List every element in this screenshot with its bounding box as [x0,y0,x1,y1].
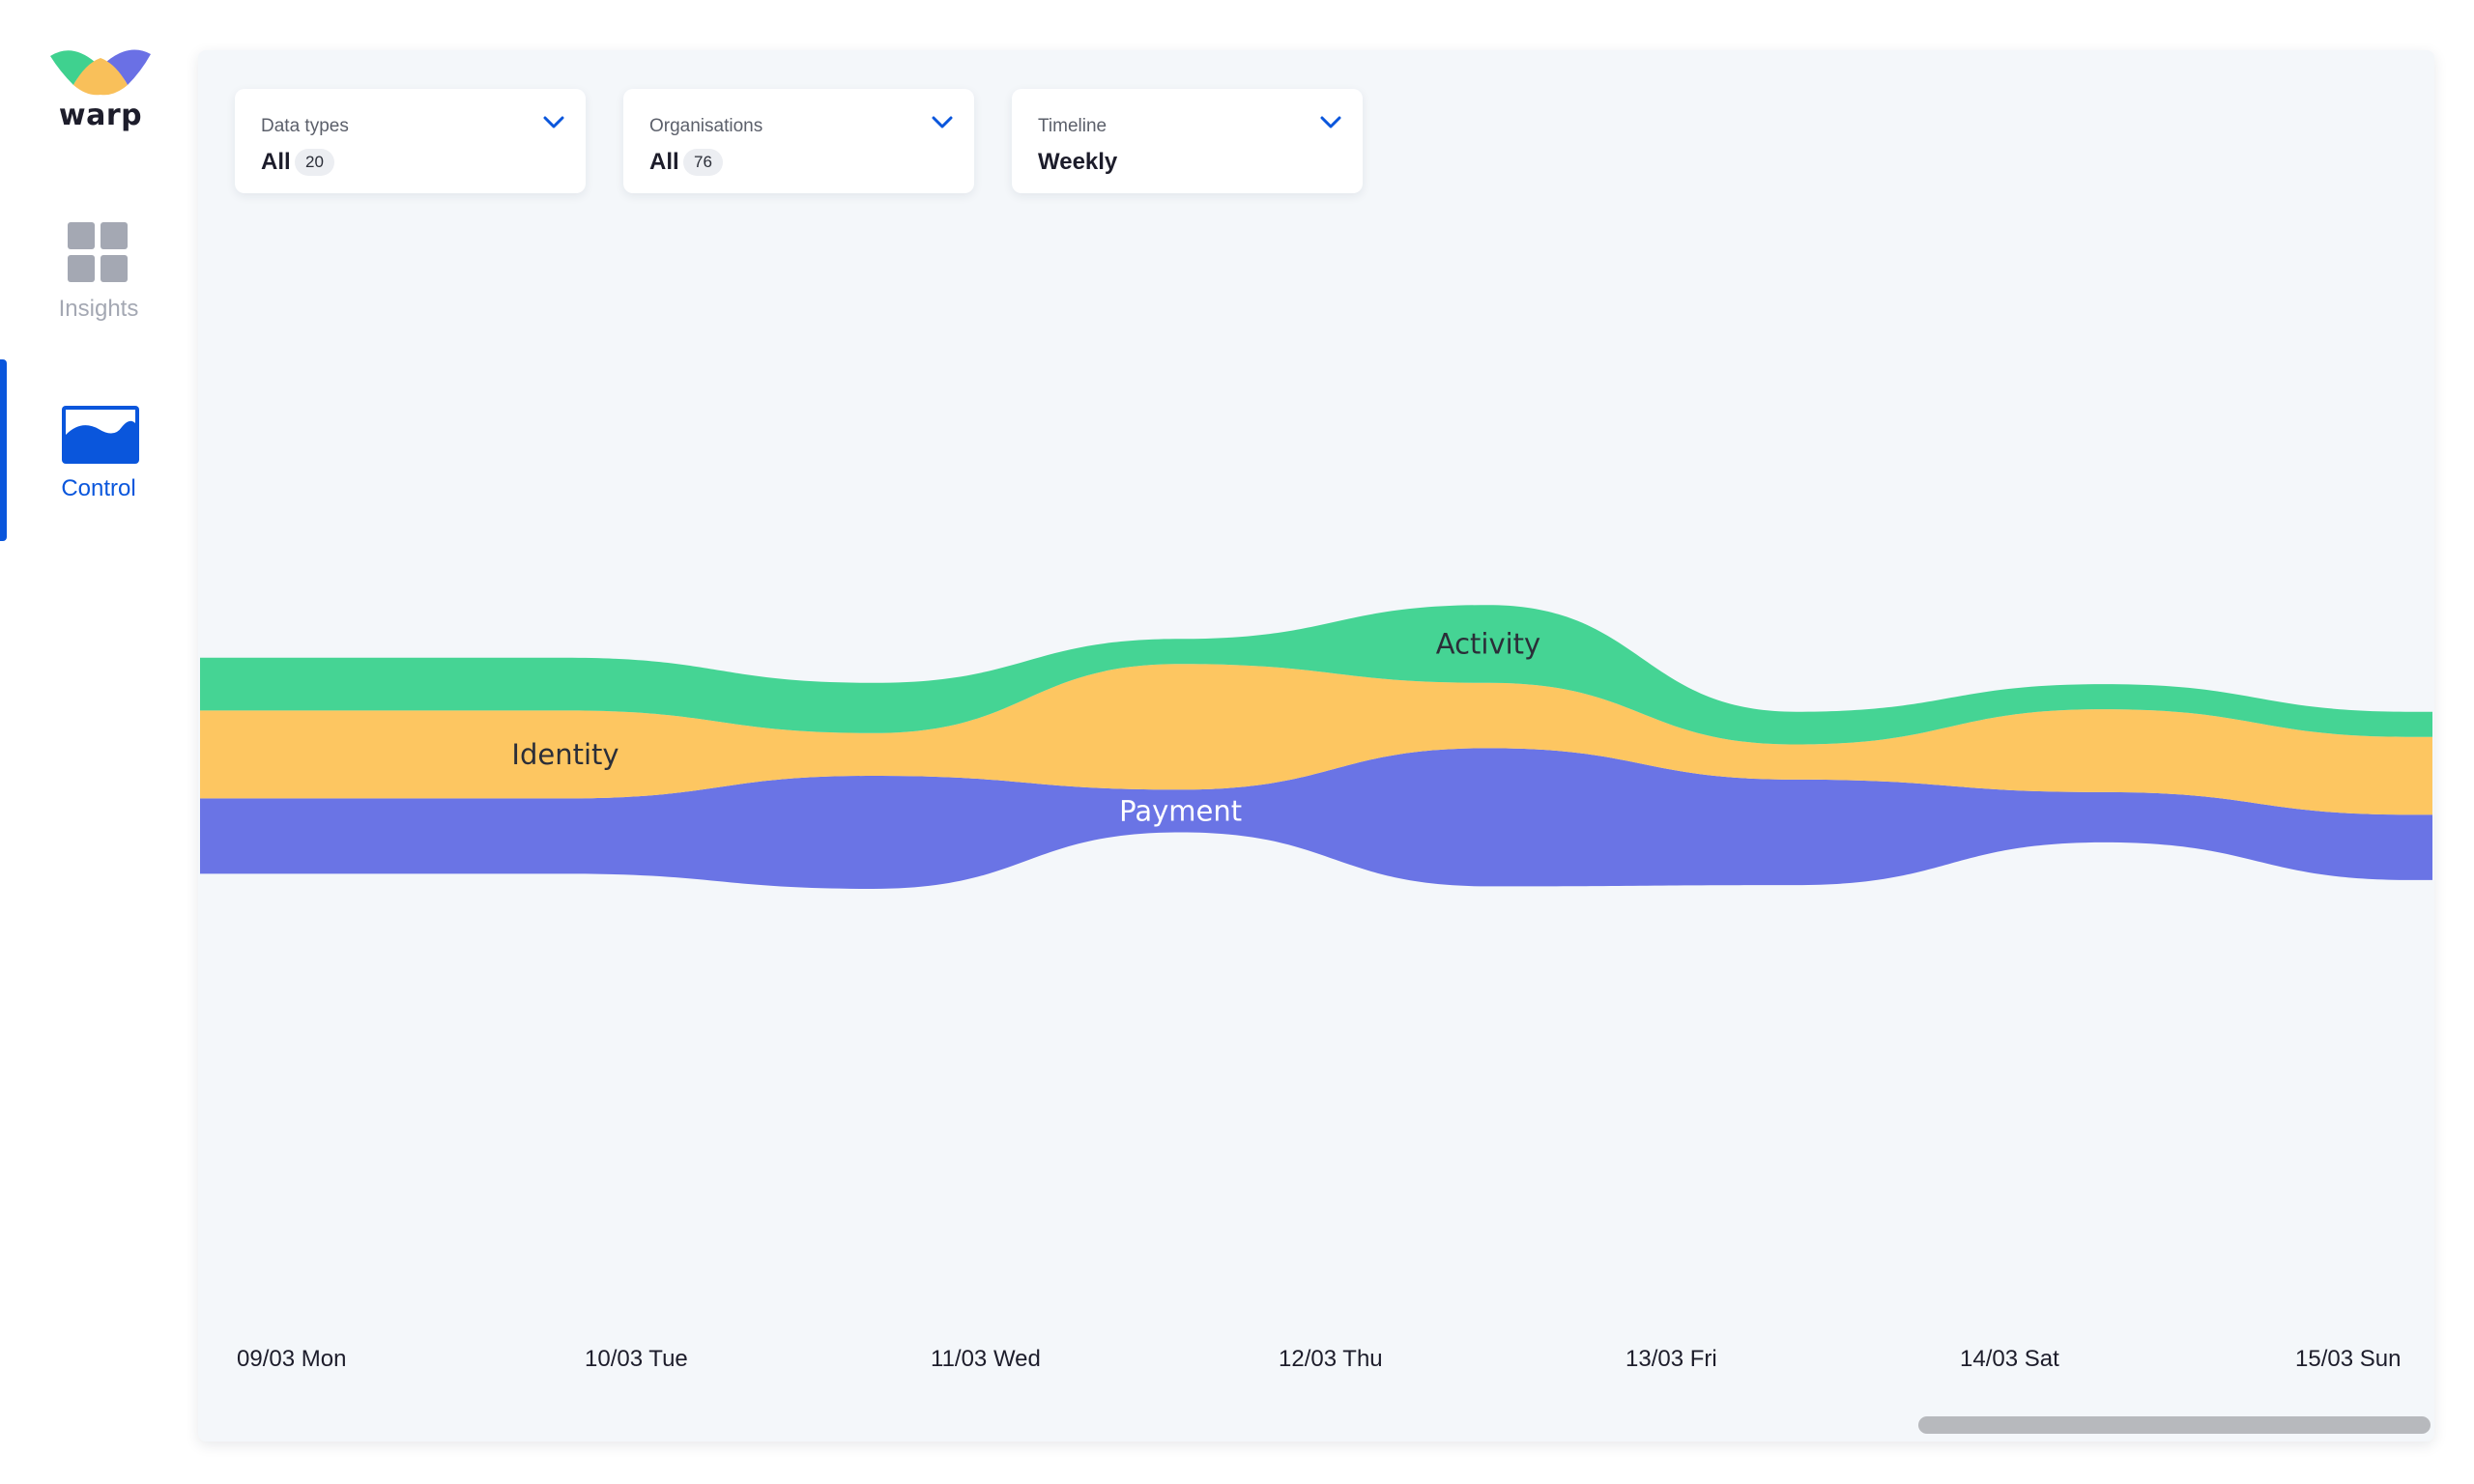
chevron-down-icon[interactable] [932,116,953,134]
filter-label: Timeline [1038,116,1108,136]
sidebar-item-control[interactable]: Control [0,359,193,541]
series-label-identity: Identity [511,738,618,771]
sidebar-item-label: Insights [58,296,139,322]
stream-layer-activity[interactable] [200,605,2432,745]
sidebar-item-label: Control [61,475,136,501]
x-tick-label: 11/03 Wed [931,1346,1041,1372]
sidebar: warp Insights Control [0,0,193,1484]
warp-logo-icon [50,49,151,96]
series-label-payment: Payment [1119,794,1242,827]
filter-value: Weekly [1038,149,1118,175]
x-tick-label: 14/03 Sat [1960,1346,2059,1372]
x-tick-label: 15/03 Sun [2295,1346,2401,1372]
x-tick-label: 09/03 Mon [237,1346,346,1372]
count-badge: 20 [295,149,334,176]
control-panel: Payment Identity Activity 09/03 Mon 10/03 T… [198,50,2434,1441]
filter-value: All [649,149,679,175]
filter-label: Organisations [649,116,763,136]
filter-label: Data types [261,116,349,136]
active-indicator [0,359,7,541]
chevron-down-icon[interactable] [543,116,564,134]
logo-text: warp [58,99,143,132]
warp-logo[interactable]: warp [46,44,155,133]
timeline-filter[interactable]: Timeline Weekly [1012,89,1363,193]
stream-layer-identity[interactable] [200,664,2432,815]
sidebar-item-insights[interactable]: Insights [0,214,193,330]
series-label-activity: Activity [1436,628,1540,661]
streamgraph-chart: Payment Identity Activity 09/03 Mon 10/03 T… [200,605,2432,1372]
filter-value: All [261,149,291,175]
x-tick-label: 13/03 Fri [1625,1346,1717,1372]
chevron-down-icon[interactable] [1320,116,1341,134]
x-tick-label: 10/03 Tue [585,1346,688,1372]
x-tick-label: 12/03 Thu [1279,1346,1383,1372]
organisations-filter[interactable]: Organisations All 76 [623,89,974,193]
stream-layer-payment[interactable] [200,748,2432,889]
stream-chart-icon [62,406,139,469]
grid-icon [68,222,129,289]
count-badge: 76 [683,149,723,176]
data-types-filter[interactable]: Data types All 20 [235,89,586,193]
horizontal-scrollbar[interactable] [1918,1416,2431,1434]
